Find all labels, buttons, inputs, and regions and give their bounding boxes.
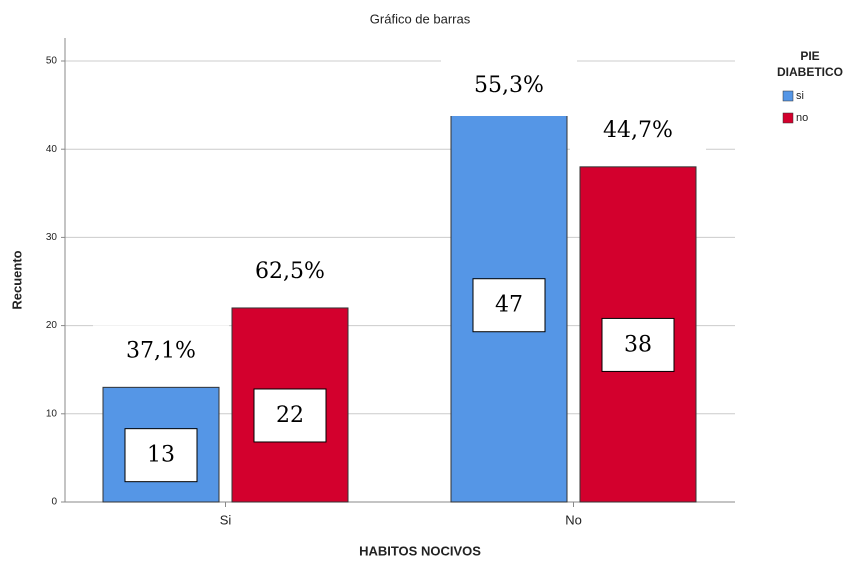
percent-label-bg	[570, 104, 706, 161]
percent-label: 55,3%	[474, 73, 544, 98]
percent-label-bg	[222, 245, 358, 302]
y-tick-label: 10	[46, 408, 58, 419]
legend-label: no	[796, 112, 808, 124]
legend-swatch	[782, 112, 794, 124]
value-label-box	[124, 428, 198, 483]
legend-title: PIE	[800, 49, 819, 63]
y-tick-label: 20	[46, 320, 58, 331]
y-axis-label: Recuento	[9, 250, 24, 309]
legend-label: si	[796, 90, 804, 102]
value-label: 47	[495, 293, 523, 318]
value-label-box	[253, 388, 327, 443]
y-tick-label: 50	[46, 56, 58, 67]
chart-title: Gráfico de barras	[370, 11, 471, 26]
percent-label-bg	[441, 60, 577, 116]
percent-label: 44,7%	[603, 118, 673, 143]
x-axis-label: HABITOS NOCIVOS	[359, 543, 481, 558]
value-label: 22	[276, 403, 304, 428]
value-label-box	[472, 278, 546, 333]
x-tick-label: No	[565, 512, 582, 527]
value-label: 38	[624, 332, 652, 357]
percent-label: 37,1%	[126, 338, 196, 363]
y-tick-label: 0	[51, 497, 57, 508]
value-label: 13	[147, 443, 175, 468]
y-tick-label: 30	[46, 232, 58, 243]
value-label-box	[601, 317, 675, 372]
percent-label: 62,5%	[255, 259, 325, 284]
x-tick-label: Si	[220, 512, 232, 527]
percent-label-bg	[93, 325, 229, 382]
legend-title: DIABETICO	[777, 65, 843, 79]
y-tick-label: 40	[46, 144, 58, 155]
legend-swatch	[782, 90, 794, 102]
